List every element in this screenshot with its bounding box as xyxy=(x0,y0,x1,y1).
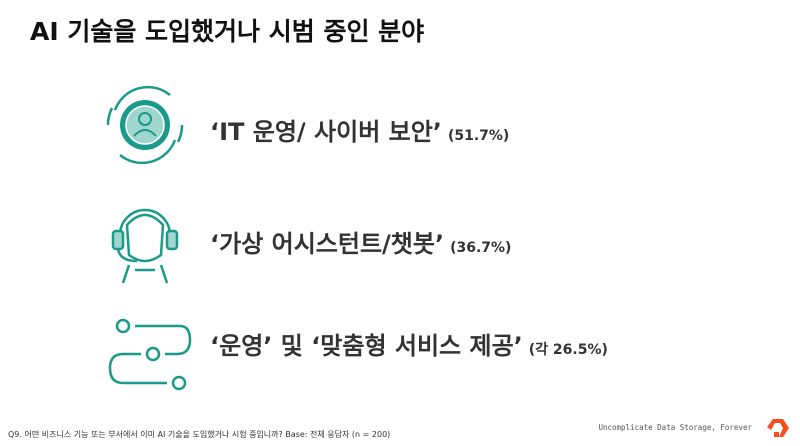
item-label: ‘가상 어시스턴트/챗봇’ xyxy=(210,230,445,258)
title: AI 기술을 도입했거나 시범 중인 분야 xyxy=(30,17,425,46)
tagline: Uncomplicate Data Storage, Forever xyxy=(598,423,752,432)
item-label: ‘운영’ 및 ‘맞춤형 서비스 제공’ xyxy=(210,332,523,360)
item-label: ‘IT 운영/ 사이버 보안’ xyxy=(210,118,442,146)
icon-user-cycle xyxy=(106,85,184,165)
item-note: (각 26.5%) xyxy=(528,342,608,358)
icon-process xyxy=(108,318,192,391)
item: ‘IT 운영/ 사이버 보안’ (51.7%) xyxy=(210,112,509,147)
footnote: Q9. 어떤 비즈니스 기능 또는 부서에서 이미 AI 기술을 도입했거나 시… xyxy=(8,430,391,439)
icon-assistant xyxy=(111,208,179,284)
item-note: (51.7%) xyxy=(447,128,510,144)
item-note: (36.7%) xyxy=(450,240,512,256)
item: ‘가상 어시스턴트/챗봇’ (36.7%) xyxy=(210,224,511,259)
logo xyxy=(767,419,789,437)
item: ‘운영’ 및 ‘맞춤형 서비스 제공’ (각 26.5%) xyxy=(210,326,608,361)
